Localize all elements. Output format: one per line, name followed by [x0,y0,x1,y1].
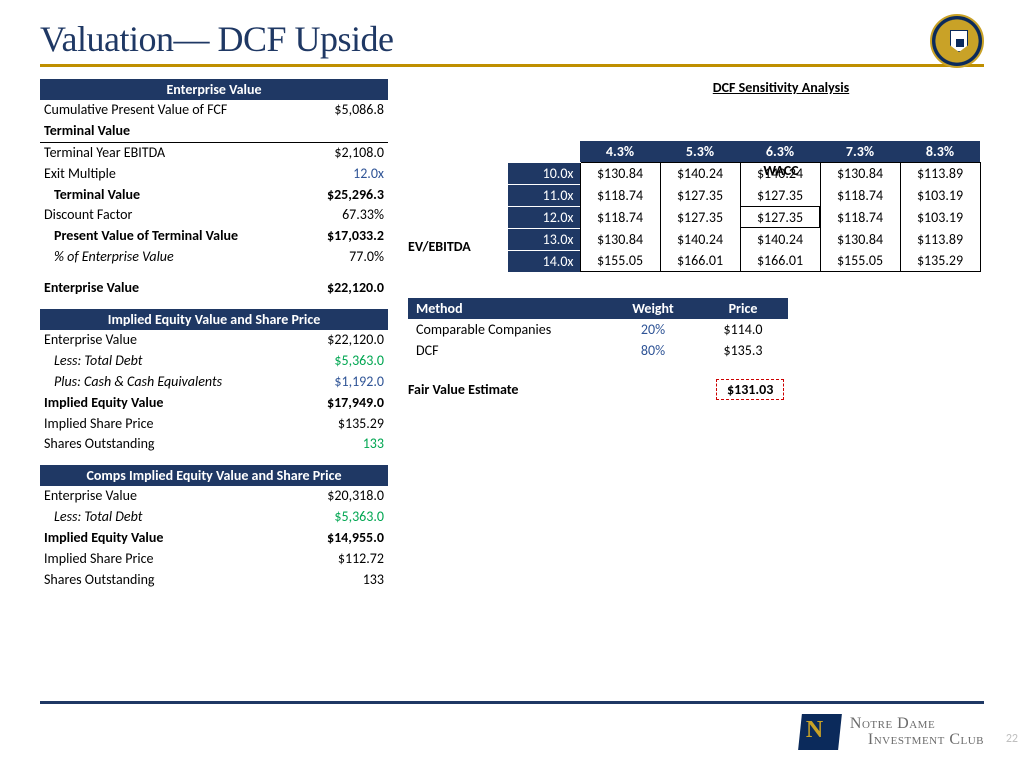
sensitivity-table: 4.3%5.3%6.3%7.3%8.3%10.0x$130.84$140.24$… [508,140,981,272]
fair-value-box: $131.03 [716,379,784,400]
fair-value-estimate: Fair Value Estimate $131.03 [408,379,984,400]
method-table: Method Weight Price Comparable Companies… [408,298,788,361]
university-seal-icon [930,14,984,68]
comps-equity-table: Enterprise Value$20,318.0Less: Total Deb… [40,486,388,590]
footer-line2: Investment Club [868,732,984,748]
ieq-header: Implied Equity Value and Share Price [40,309,388,330]
ev-total: Enterprise Value$22,120.0 [40,278,388,299]
implied-equity-table: Enterprise Value$22,120.0Less: Total Deb… [40,330,388,455]
enterprise-value-table: Cumulative Present Value of FCF$5,086.8T… [40,100,388,268]
title-divider [40,64,984,67]
wacc-label: WACC [578,162,984,179]
page-title: Valuation— DCF Upside [40,18,984,60]
page-number: 22 [1006,732,1018,746]
nd-logo-icon: N [800,714,840,750]
footer-logo-block: N Notre Dame Investment Club [800,714,984,750]
evebitda-label: EV/EBITDA [408,238,471,255]
footer-divider [40,701,984,704]
comps-header: Comps Implied Equity Value and Share Pri… [40,465,388,486]
ev-header: Enterprise Value [40,79,388,100]
sensitivity-title: DCF Sensitivity Analysis [578,79,984,96]
footer-line1: Notre Dame [850,716,984,732]
method-col-weight: Weight [608,298,698,319]
method-col-price: Price [698,298,788,319]
method-col-method: Method [408,298,608,319]
